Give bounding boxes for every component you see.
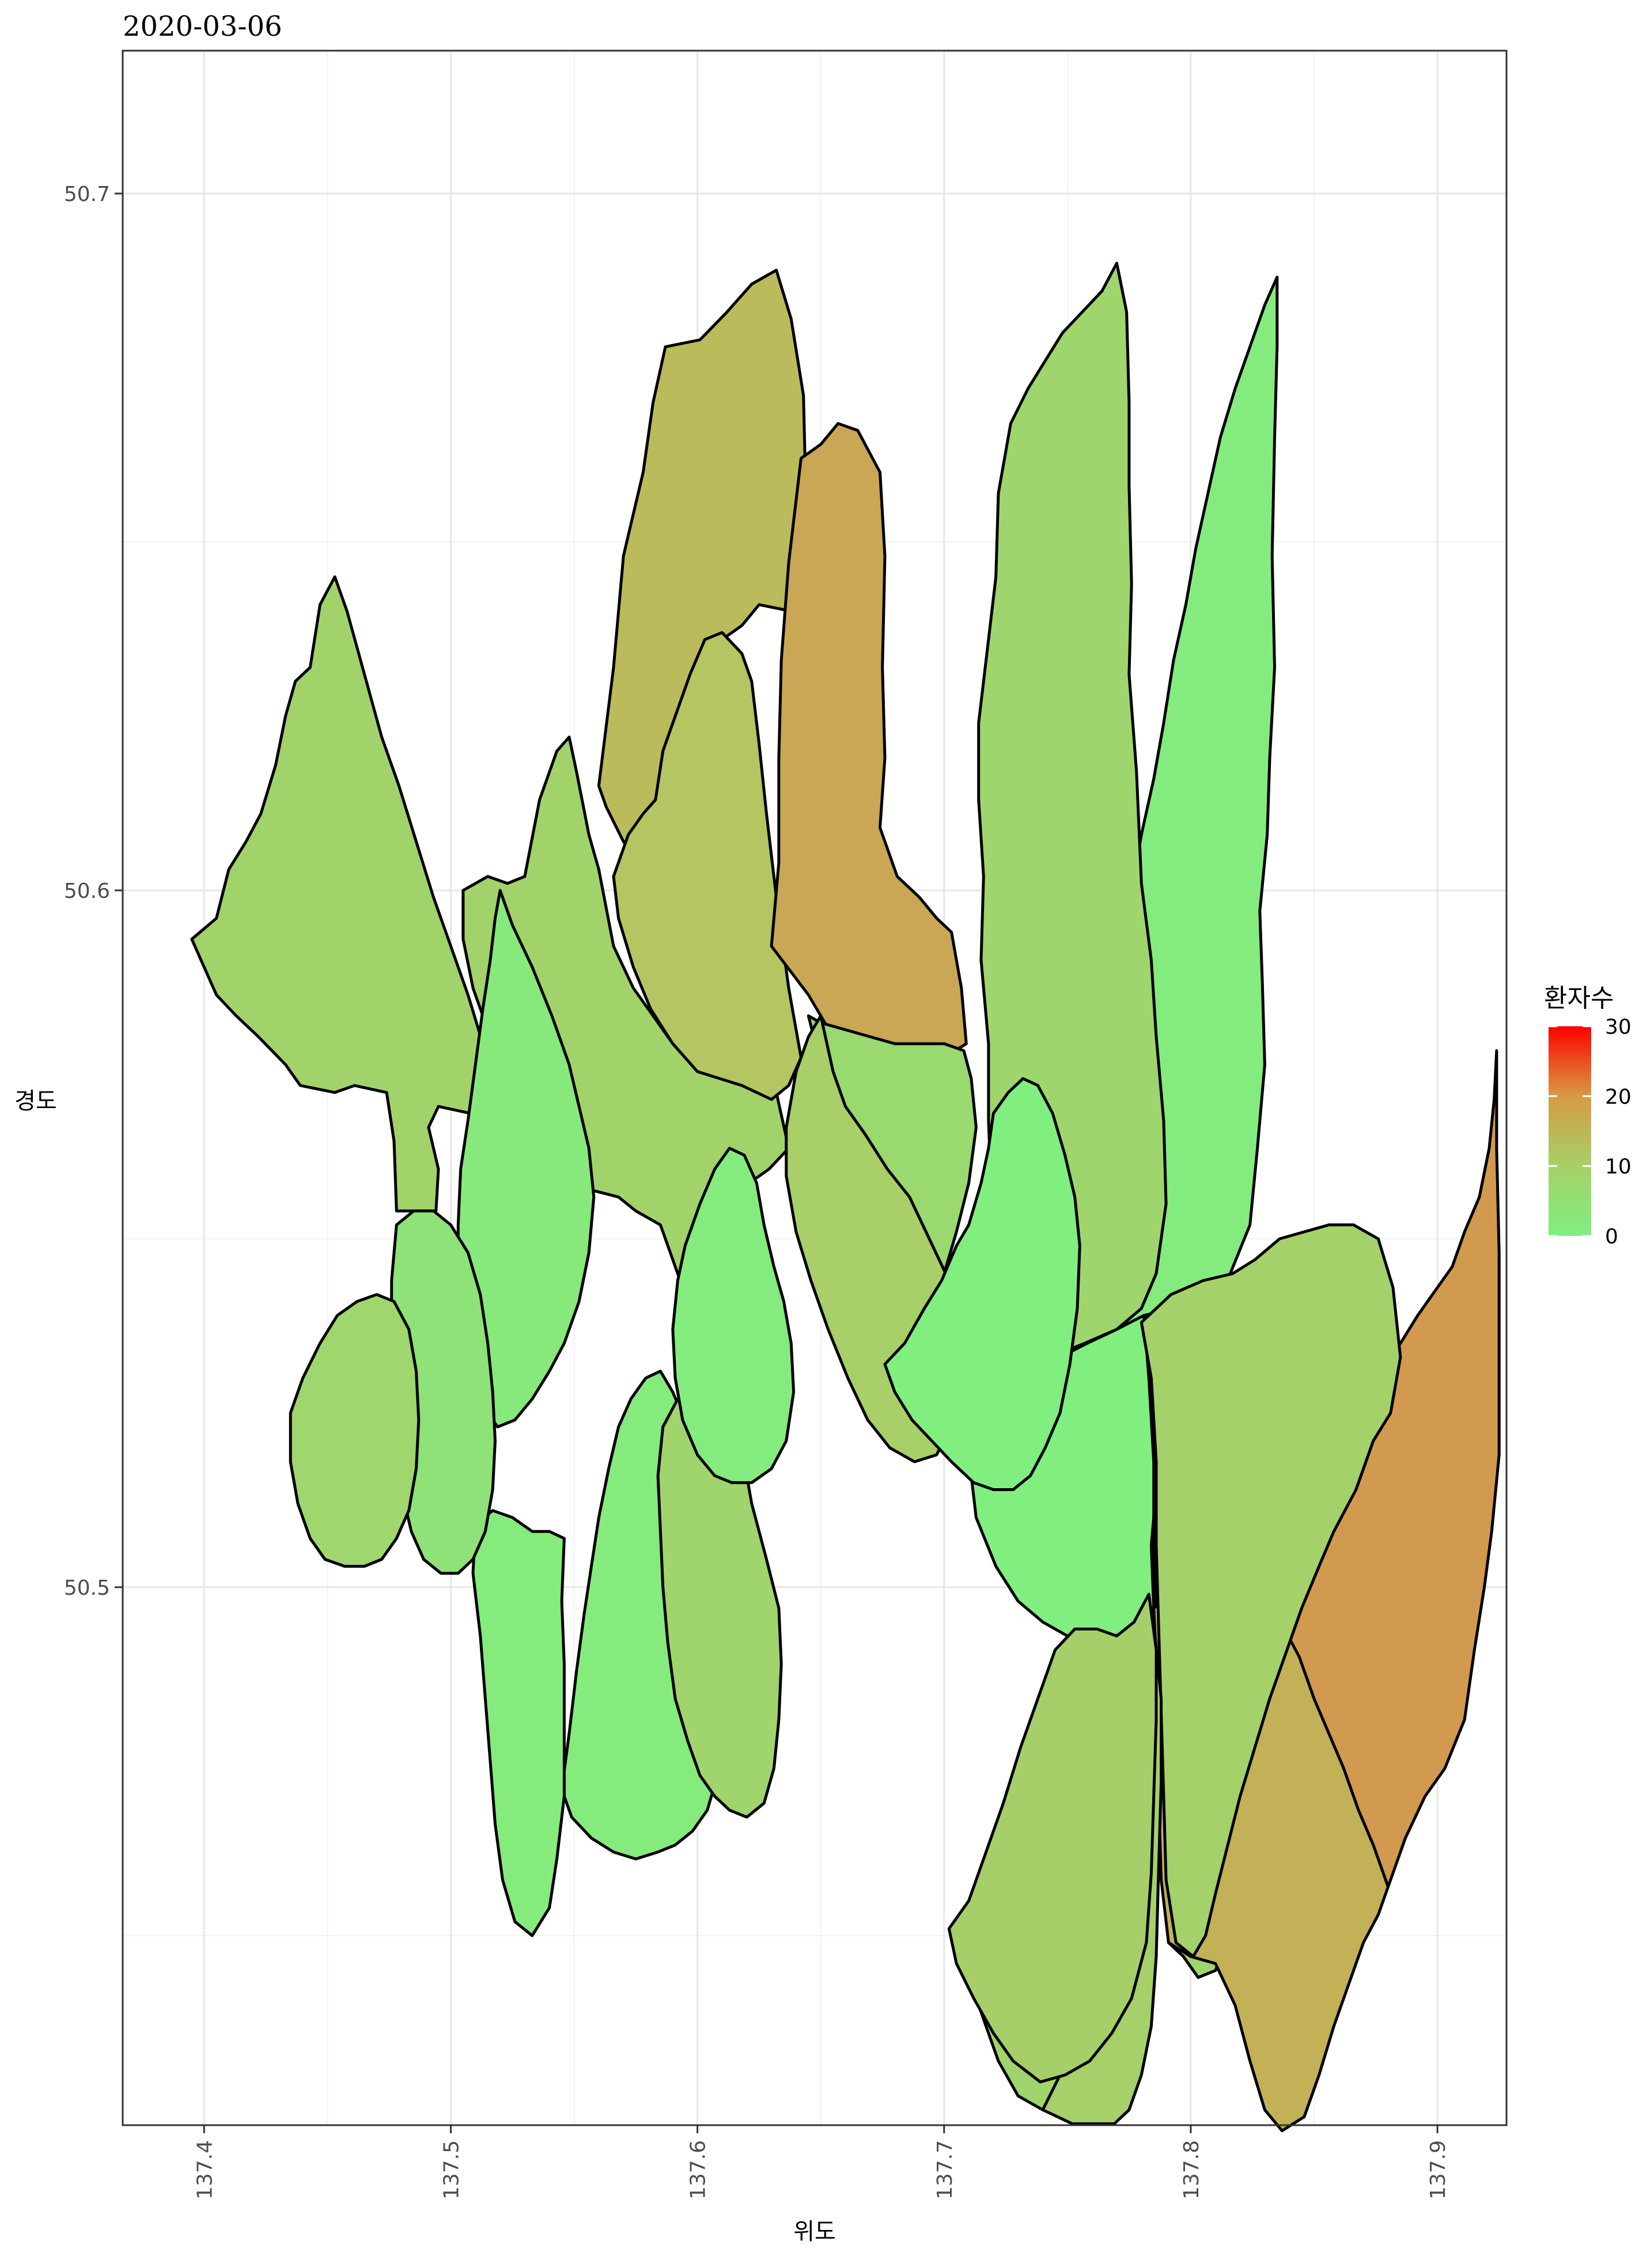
region-r17 <box>947 1592 1158 2084</box>
x-tick-label: 137.4 <box>193 2140 217 2199</box>
region-r01 <box>190 575 497 1213</box>
region-r14 <box>1140 1223 1402 1958</box>
x-tick-label: 137.9 <box>1426 2140 1450 2199</box>
x-axis-ticks: 137.4 137.5 137.6 137.7 137.8 137.9 <box>193 2125 1450 2199</box>
chart-title: 2020-03-06 <box>123 10 282 43</box>
legend: 환자수 0 10 20 30 <box>1544 984 1632 1249</box>
y-tick-label: 50.7 <box>64 183 110 206</box>
region-r20 <box>656 1376 783 1819</box>
region-r19 <box>471 1509 566 1937</box>
regions <box>190 261 1501 2133</box>
y-tick-label: 50.5 <box>64 1576 110 1600</box>
legend-tick-label: 20 <box>1605 1085 1632 1109</box>
legend-ticks: 0 10 20 30 <box>1549 1015 1632 1249</box>
region-r22 <box>883 1077 1081 1491</box>
y-axis-label: 경도 <box>14 1088 57 1114</box>
y-axis-ticks: 50.5 50.6 50.7 <box>64 183 123 1600</box>
y-tick-label: 50.6 <box>64 879 110 903</box>
legend-tick-label: 10 <box>1605 1155 1632 1179</box>
legend-tick-label: 30 <box>1605 1015 1632 1039</box>
panel-border <box>122 50 1508 2126</box>
x-tick-label: 137.5 <box>440 2140 463 2199</box>
x-axis-label: 위도 <box>793 2218 836 2245</box>
x-tick-label: 137.6 <box>687 2140 710 2199</box>
x-tick-label: 137.7 <box>933 2140 957 2199</box>
region-r23 <box>456 889 596 1429</box>
region-r04 <box>612 631 803 1101</box>
x-tick-label: 137.8 <box>1180 2140 1203 2199</box>
region-r21 <box>671 1147 796 1484</box>
legend-title: 환자수 <box>1544 984 1614 1013</box>
region-r25 <box>289 1293 421 1568</box>
legend-tick-label: 0 <box>1605 1225 1618 1249</box>
legend-color-bar <box>1549 1026 1591 1236</box>
